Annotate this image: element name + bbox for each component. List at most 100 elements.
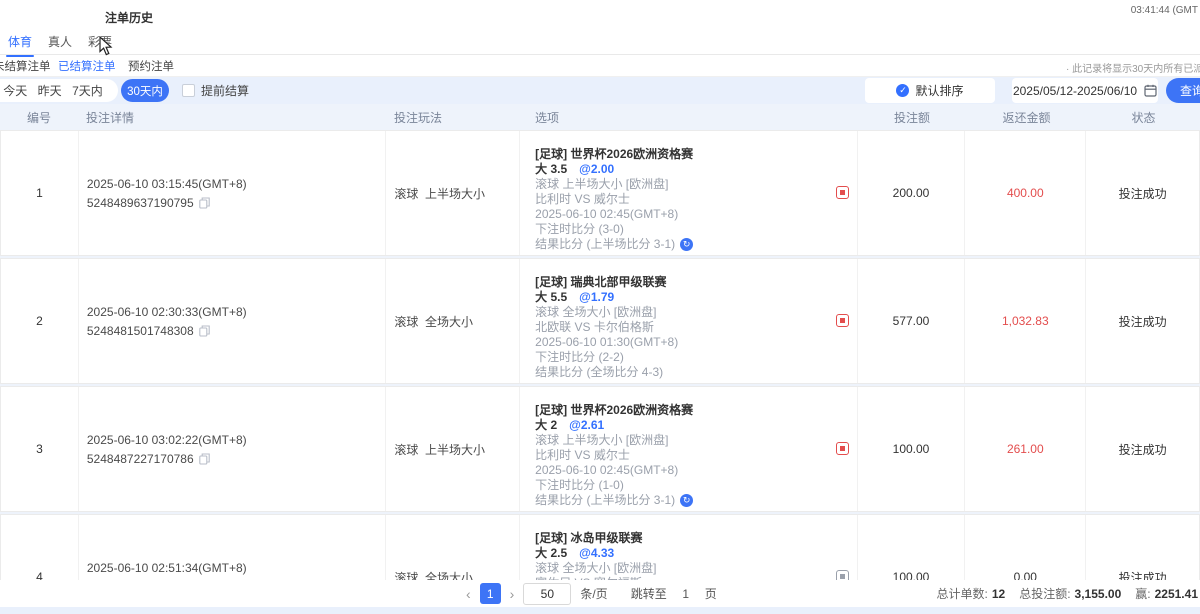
market-type: 滚球 上半场大小 [欧洲盘] xyxy=(535,177,669,191)
total-count-label: 总计单数: xyxy=(936,587,988,601)
main-tabs: 体育 真人 彩票 xyxy=(0,30,1200,57)
filter-today[interactable]: 今天 xyxy=(3,84,28,98)
play-type: 滚球 全场大小 xyxy=(386,259,521,383)
score-at-bet: 下注时比分 (1-0) xyxy=(535,478,624,492)
early-settle-label[interactable]: 提前结算 xyxy=(201,84,250,98)
table-row: 2 2025-06-10 02:30:33(GMT+8) 52484815017… xyxy=(0,258,1200,384)
copy-icon[interactable] xyxy=(198,324,210,337)
option-cell: [足球] 世界杯2026欧洲资格赛 大 2 @2.61 滚球 上半场大小 [欧洲盘… xyxy=(520,387,858,511)
per-page-label: 条/页 xyxy=(580,587,608,601)
row-number: 1 xyxy=(1,131,79,255)
selection: 大 2 xyxy=(535,418,558,432)
order-number: 5248481501748308 xyxy=(86,323,194,338)
tab-live[interactable]: 真人 xyxy=(48,35,73,49)
server-time: 03:41:44 (GMT xyxy=(1130,5,1198,16)
date-range-value: 2025/05/12-2025/06/10 xyxy=(1012,83,1138,98)
return-amount: 0.00 xyxy=(965,515,1087,580)
league-name: [足球] 瑞典北部甲级联赛 xyxy=(535,275,667,289)
result-score: 结果比分 (上半场比分 3-1) xyxy=(535,237,676,251)
result-detail-icon[interactable]: ↻ xyxy=(680,494,694,507)
event-time: 2025-06-10 01:30(GMT+8) xyxy=(535,335,679,349)
event-time: 2025-06-10 02:45(GMT+8) xyxy=(535,463,679,477)
play-type: 滚球 上半场大小 xyxy=(386,131,521,255)
current-page[interactable]: 1 xyxy=(479,583,501,604)
total-count-value: 12 xyxy=(991,586,1006,601)
subtab-settled[interactable]: 已结算注单 xyxy=(58,58,116,80)
return-amount: 400.00 xyxy=(965,131,1087,255)
total-win-label: 赢: xyxy=(1135,587,1151,601)
default-sort-button[interactable]: ✓ 默认排序 xyxy=(865,78,995,103)
market-type: 滚球 全场大小 [欧洲盘] xyxy=(535,305,657,319)
calendar-icon xyxy=(1144,84,1157,97)
col-header-status: 状态 xyxy=(1131,110,1156,125)
search-button[interactable]: 查询 xyxy=(1166,78,1200,103)
table-row: 1 2025-06-10 03:15:45(GMT+8) 52484896371… xyxy=(0,130,1200,256)
subtab-unsettled[interactable]: 未结算注单 xyxy=(0,61,51,73)
status-text: 投注成功 xyxy=(1118,442,1167,457)
match-teams: 比利时 VS 威尔士 xyxy=(535,192,630,206)
total-win-value: 2251.41 xyxy=(1154,586,1198,601)
return-amount: 1,032.83 xyxy=(965,259,1087,383)
match-teams: 北欧联 VS 卡尔伯格斯 xyxy=(535,320,654,334)
market-type: 滚球 全场大小 [欧洲盘] xyxy=(535,561,657,575)
odds-value: @2.61 xyxy=(569,418,605,432)
selection: 大 3.5 xyxy=(535,162,568,176)
filter-7days[interactable]: 7天内 xyxy=(72,84,103,98)
page-size-input[interactable] xyxy=(523,582,572,605)
filter-yesterday[interactable]: 昨天 xyxy=(37,84,62,98)
col-header-stake: 投注额 xyxy=(893,110,930,125)
stake-amount: 100.00 xyxy=(858,515,966,580)
play-type: 滚球 上半场大小 xyxy=(386,387,521,511)
jump-page-input[interactable]: 1 xyxy=(682,586,690,601)
odds-value: @4.33 xyxy=(579,546,615,560)
total-stake-value: 3,155.00 xyxy=(1074,586,1122,601)
table-row: 4 2025-06-10 02:51:34(GMT+8) 52484800000… xyxy=(0,514,1200,580)
bet-detail-cell: 2025-06-10 02:30:33(GMT+8) 5248481501748… xyxy=(79,259,387,383)
bet-time: 2025-06-10 03:15:45(GMT+8) xyxy=(86,176,247,191)
row-number: 4 xyxy=(1,515,79,580)
total-stake-label: 总投注额: xyxy=(1019,587,1071,601)
selection: 大 5.5 xyxy=(535,290,568,304)
match-teams: 富佐尼 VS 塞尔福斯 xyxy=(535,576,856,580)
league-name: [足球] 世界杯2026欧洲资格赛 xyxy=(535,403,694,417)
table-body: 1 2025-06-10 03:15:45(GMT+8) 52484896371… xyxy=(0,130,1200,580)
bottom-strip xyxy=(0,607,1200,614)
col-header-option: 选项 xyxy=(535,110,560,125)
table-row: 3 2025-06-10 03:02:22(GMT+8) 52484872271… xyxy=(0,386,1200,512)
col-header-return: 返还金额 xyxy=(1002,110,1051,125)
status-text: 投注成功 xyxy=(1118,570,1167,581)
totals-summary: 总计单数: 12 总投注额: 3,155.00 赢: 2251.41 xyxy=(937,580,1200,607)
prev-page-button[interactable]: ‹ xyxy=(466,585,471,602)
league-name: [足球] 世界杯2026欧洲资格赛 xyxy=(535,147,694,161)
next-page-button[interactable]: › xyxy=(509,585,515,602)
copy-icon[interactable] xyxy=(198,452,210,465)
play-type: 滚球 全场大小 xyxy=(386,515,521,580)
score-at-bet: 下注时比分 (2-2) xyxy=(535,350,624,364)
event-icon xyxy=(835,186,849,199)
status-text: 投注成功 xyxy=(1118,314,1167,329)
filter-30days[interactable]: 30天内 xyxy=(121,79,169,102)
event-icon xyxy=(835,570,849,580)
match-teams: 比利时 VS 威尔士 xyxy=(535,448,630,462)
subtab-reserved[interactable]: 预约注单 xyxy=(128,61,174,73)
event-icon xyxy=(835,442,849,455)
col-header-detail: 投注详情 xyxy=(86,110,135,125)
date-range-picker[interactable]: 2025/05/12-2025/06/10 xyxy=(1012,78,1158,103)
quick-date-group: 今天 昨天 7天内 xyxy=(0,79,118,102)
event-time: 2025-06-10 02:45(GMT+8) xyxy=(535,207,679,221)
bet-time: 2025-06-10 02:30:33(GMT+8) xyxy=(86,304,247,319)
page-title: 注单历史 xyxy=(105,11,154,25)
pagination-controls: ‹ 1 › 条/页 跳转至 1 页 xyxy=(466,580,717,607)
copy-icon[interactable] xyxy=(198,196,210,209)
early-settle-control: 提前结算 xyxy=(182,79,249,102)
col-header-play: 投注玩法 xyxy=(394,110,443,125)
early-settle-checkbox[interactable] xyxy=(182,84,195,97)
stake-amount: 577.00 xyxy=(858,259,966,383)
status-text: 投注成功 xyxy=(1118,186,1167,201)
result-detail-icon[interactable]: ↻ xyxy=(680,238,694,251)
tab-sports[interactable]: 体育 xyxy=(5,33,35,57)
check-circle-icon: ✓ xyxy=(896,84,910,97)
table-header: 编号 投注详情 投注玩法 选项 投注额 返还金额 状态 xyxy=(0,104,1200,130)
event-icon xyxy=(835,314,849,327)
